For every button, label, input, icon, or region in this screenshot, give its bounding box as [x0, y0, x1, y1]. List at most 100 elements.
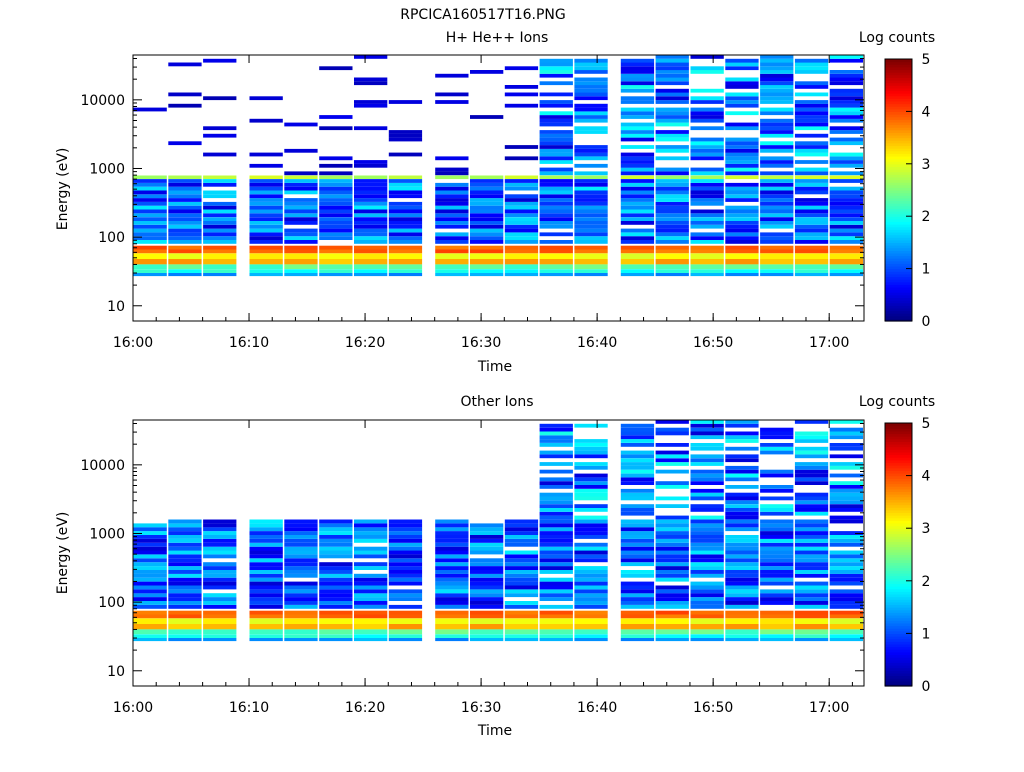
spectrogram-cell — [354, 531, 388, 535]
plot-frame — [132, 419, 865, 687]
spectrogram-cell — [620, 538, 655, 543]
spectrogram-cell — [539, 118, 573, 123]
spectrogram-cell — [203, 542, 237, 547]
spectrogram-cell — [470, 70, 504, 74]
x-tick-label: 16:20 — [345, 700, 385, 716]
spectrogram-cell — [725, 538, 759, 543]
spectrogram-cell — [470, 179, 504, 183]
colorbar-swatch — [885, 512, 912, 516]
spectrogram-cell — [760, 485, 794, 489]
spectrogram-cell — [794, 253, 829, 259]
colorbar-swatch — [885, 229, 912, 233]
colorbar-swatch — [885, 436, 912, 440]
spectrogram-cell — [655, 519, 689, 524]
spectrogram-cell — [725, 570, 759, 574]
panel-title: Other Ions — [460, 394, 533, 410]
spectrogram-cell — [504, 634, 539, 638]
colorbar-swatch — [885, 557, 912, 561]
spectrogram-cell — [574, 439, 608, 443]
spectrogram-cell — [470, 597, 504, 601]
spectrogram-cell — [435, 245, 469, 250]
spectrogram-cell — [504, 264, 539, 270]
spectrogram-cell — [470, 245, 504, 250]
spectrogram-cell — [760, 538, 794, 543]
spectrogram-cell — [354, 175, 388, 180]
spectrogram-cell — [574, 213, 608, 218]
spectrogram-cell — [725, 213, 759, 218]
spectrogram-cell — [388, 205, 423, 210]
spectrogram-cell — [760, 55, 794, 59]
spectrogram-cell — [539, 462, 573, 466]
spectrogram-cell — [690, 504, 724, 508]
spectrogram-cell — [504, 610, 539, 615]
spectrogram-cell — [319, 264, 353, 270]
spectrogram-cell — [133, 198, 167, 202]
spectrogram-cell — [133, 175, 167, 180]
spectrogram-cell — [539, 577, 573, 582]
spectrogram-cell — [794, 100, 829, 104]
spectrogram-cell — [794, 111, 829, 116]
spectrogram-cell — [655, 273, 689, 277]
spectrogram-cell — [249, 610, 283, 615]
spectrogram-cell — [620, 597, 655, 601]
spectrogram-cell — [249, 96, 283, 101]
spectrogram-cell — [435, 249, 469, 254]
x-tick-label: 16:20 — [345, 335, 385, 351]
spectrogram-cell — [539, 73, 573, 78]
spectrogram-cell — [620, 137, 655, 142]
spectrogram-cell — [620, 111, 655, 116]
spectrogram-cell — [620, 431, 655, 436]
spectrogram-cell — [133, 264, 167, 270]
spectrogram-cell — [690, 597, 724, 601]
spectrogram-cell — [284, 589, 318, 594]
spectrogram-cell — [620, 585, 655, 590]
spectrogram-cell — [725, 152, 759, 157]
spectrogram-cell — [655, 122, 689, 127]
spectrogram-cell — [655, 156, 689, 161]
spectrogram-cell — [690, 152, 724, 157]
spectrogram-cell — [655, 249, 689, 254]
spectrogram-cell — [760, 504, 794, 508]
spectrogram-cell — [504, 577, 539, 582]
colorbar-swatch — [885, 300, 912, 304]
spectrogram-cell — [203, 624, 237, 630]
spectrogram-cell — [388, 562, 423, 567]
colorbar-swatch — [885, 169, 912, 173]
spectrogram-cell — [760, 431, 794, 436]
spectrogram-cell — [504, 538, 539, 543]
spectrogram-cell — [504, 205, 539, 210]
colorbar-swatch — [885, 184, 912, 188]
colorbar-swatch — [885, 234, 912, 238]
colorbar-swatch — [885, 667, 912, 671]
colorbar-swatch — [885, 239, 912, 243]
spectrogram-cell — [168, 542, 202, 547]
spectrogram-cell — [794, 115, 829, 119]
colorbar-swatch — [885, 247, 912, 251]
spectrogram-cell — [435, 573, 469, 578]
spectrogram-cell — [829, 589, 863, 594]
y-tick-label: 1000 — [89, 526, 125, 542]
spectrogram-cell — [829, 273, 863, 277]
colorbar-swatch — [885, 195, 912, 199]
spectrogram-cell — [354, 573, 388, 578]
spectrogram-cell — [284, 217, 318, 221]
spectrogram-cell — [539, 232, 573, 237]
spectrogram-cell — [760, 118, 794, 123]
spectrogram-cell — [760, 194, 794, 199]
spectrogram-cell — [794, 604, 829, 609]
spectrogram-cell — [829, 118, 863, 123]
spectrogram-cell — [760, 160, 794, 164]
spectrogram-cell — [539, 481, 573, 485]
colorbar-swatch — [885, 77, 912, 81]
spectrogram-cell — [574, 573, 608, 578]
spectrogram-cell — [620, 171, 655, 176]
spectrogram-cell — [249, 546, 283, 551]
spectrogram-cell — [539, 201, 573, 206]
spectrogram-cell — [470, 186, 504, 191]
spectrogram-cell — [690, 589, 724, 594]
spectrogram-cell — [655, 269, 689, 273]
colorbar-swatch — [885, 127, 912, 131]
spectrogram-cell — [319, 634, 353, 638]
spectrogram-cell — [435, 194, 469, 199]
